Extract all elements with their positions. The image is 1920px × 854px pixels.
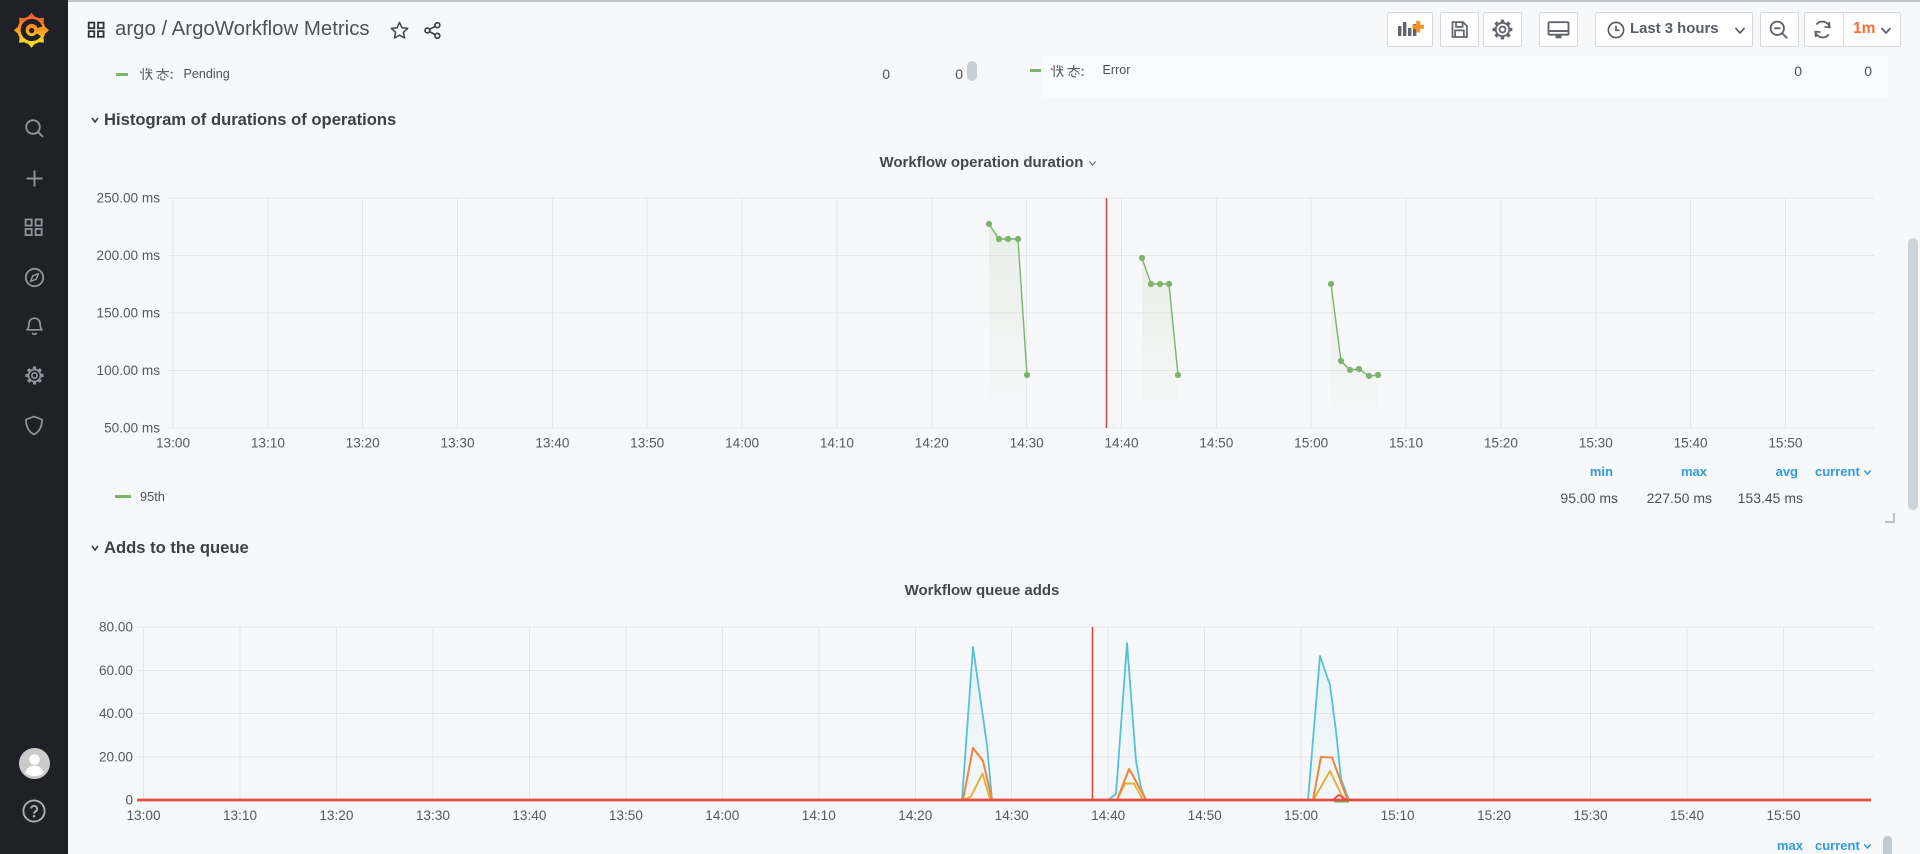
svg-text:13:40: 13:40 (512, 808, 546, 823)
svg-text:50.00 ms: 50.00 ms (104, 421, 160, 436)
svg-text:15:20: 15:20 (1477, 808, 1511, 823)
svg-text:100.00 ms: 100.00 ms (97, 363, 161, 378)
svg-text:15:20: 15:20 (1484, 436, 1518, 451)
svg-text:14:00: 14:00 (725, 436, 759, 451)
svg-text:14:10: 14:10 (802, 808, 836, 823)
svg-text:13:50: 13:50 (609, 808, 643, 823)
svg-text:14:00: 14:00 (705, 808, 739, 823)
svg-text:15:40: 15:40 (1674, 436, 1708, 451)
svg-text:13:50: 13:50 (630, 436, 664, 451)
svg-text:13:10: 13:10 (251, 436, 285, 451)
svg-text:14:40: 14:40 (1091, 808, 1125, 823)
svg-text:13:30: 13:30 (416, 808, 450, 823)
svg-text:13:30: 13:30 (440, 436, 474, 451)
svg-text:14:10: 14:10 (820, 436, 854, 451)
svg-text:14:30: 14:30 (995, 808, 1029, 823)
svg-text:13:40: 13:40 (535, 436, 569, 451)
svg-text:150.00 ms: 150.00 ms (97, 306, 161, 321)
svg-text:20.00: 20.00 (99, 749, 133, 764)
svg-text:15:50: 15:50 (1766, 808, 1800, 823)
svg-text:80.00: 80.00 (99, 620, 133, 635)
svg-text:15:00: 15:00 (1284, 808, 1318, 823)
svg-text:13:00: 13:00 (156, 436, 190, 451)
svg-text:14:40: 14:40 (1104, 436, 1138, 451)
svg-text:40.00: 40.00 (99, 706, 133, 721)
svg-text:13:10: 13:10 (223, 808, 257, 823)
svg-text:200.00 ms: 200.00 ms (97, 248, 161, 263)
svg-text:14:20: 14:20 (898, 808, 932, 823)
svg-text:14:50: 14:50 (1199, 436, 1233, 451)
svg-text:250.00 ms: 250.00 ms (97, 191, 161, 206)
svg-text:15:40: 15:40 (1670, 808, 1704, 823)
svg-text:14:30: 14:30 (1010, 436, 1044, 451)
svg-text:15:30: 15:30 (1579, 436, 1613, 451)
svg-text:15:50: 15:50 (1768, 436, 1802, 451)
svg-text:14:50: 14:50 (1188, 808, 1222, 823)
svg-text:13:20: 13:20 (346, 436, 380, 451)
svg-text:15:00: 15:00 (1294, 436, 1328, 451)
svg-text:15:30: 15:30 (1573, 808, 1607, 823)
svg-text:60.00: 60.00 (99, 663, 133, 678)
svg-text:15:10: 15:10 (1381, 808, 1415, 823)
svg-text:13:20: 13:20 (319, 808, 353, 823)
svg-text:0: 0 (125, 793, 133, 808)
svg-text:13:00: 13:00 (126, 808, 160, 823)
svg-text:15:10: 15:10 (1389, 436, 1423, 451)
svg-text:14:20: 14:20 (915, 436, 949, 451)
